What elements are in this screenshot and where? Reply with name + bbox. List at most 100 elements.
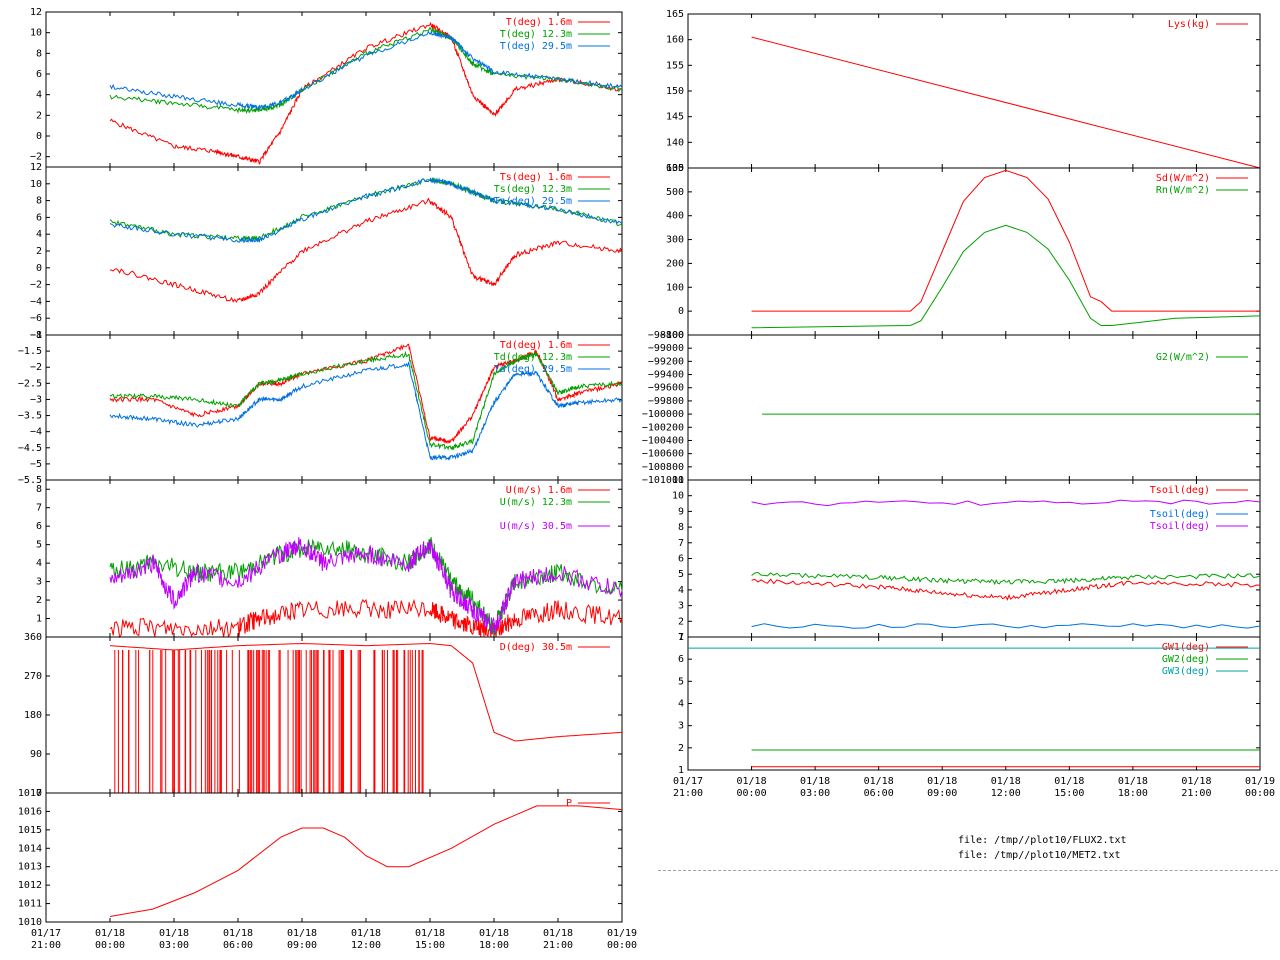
legend-label: U(m/s) 30.5m bbox=[500, 521, 572, 532]
x-tick-time: 15:00 bbox=[1054, 788, 1084, 799]
series-line bbox=[109, 642, 623, 742]
y-tick-label: 150 bbox=[666, 86, 684, 97]
y-tick-label: −99400 bbox=[648, 370, 684, 381]
file-note-flux: file: /tmp//plot10/FLUX2.txt bbox=[958, 835, 1127, 846]
x-tick-time: 12:00 bbox=[351, 940, 381, 951]
y-tick-label: −6 bbox=[30, 313, 42, 324]
x-tick-date: 01/17 bbox=[31, 928, 61, 939]
y-tick-label: 3 bbox=[678, 721, 684, 732]
y-tick-label: −2 bbox=[30, 152, 42, 163]
legend-label: T(deg) 12.3m bbox=[500, 29, 572, 40]
x-tick-time: 15:00 bbox=[415, 940, 445, 951]
y-tick-label: −1.5 bbox=[18, 346, 42, 357]
y-tick-label: 0 bbox=[36, 131, 42, 142]
y-tick-label: 6 bbox=[678, 554, 684, 565]
y-tick-label: 145 bbox=[666, 112, 684, 123]
y-tick-label: 180 bbox=[24, 710, 42, 721]
x-tick-time: 21:00 bbox=[673, 788, 703, 799]
y-tick-label: 0 bbox=[36, 788, 42, 799]
y-tick-label: 4 bbox=[36, 90, 42, 101]
y-tick-label: −5 bbox=[30, 459, 42, 470]
y-tick-label: −1 bbox=[30, 330, 42, 341]
y-tick-label: 3 bbox=[678, 601, 684, 612]
y-tick-label: 5 bbox=[678, 569, 684, 580]
x-tick-date: 01/18 bbox=[159, 928, 189, 939]
y-tick-label: 0 bbox=[678, 306, 684, 317]
series-line bbox=[109, 361, 623, 461]
legend-label: Ts(deg) 12.3m bbox=[494, 184, 572, 195]
y-tick-label: 12 bbox=[30, 162, 42, 173]
legend-label: Sd(W/m^2) bbox=[1156, 173, 1210, 184]
series-line bbox=[751, 224, 1261, 329]
x-tick-date: 01/18 bbox=[479, 928, 509, 939]
series-line bbox=[109, 343, 623, 444]
y-tick-label: −2 bbox=[30, 280, 42, 291]
series-line bbox=[751, 578, 1261, 601]
legend-label: GW2(deg) bbox=[1162, 654, 1210, 665]
y-tick-label: 6 bbox=[36, 69, 42, 80]
y-tick-label: 600 bbox=[666, 163, 684, 174]
y-tick-label: 9 bbox=[678, 506, 684, 517]
y-tick-label: 400 bbox=[666, 211, 684, 222]
y-tick-label: 2 bbox=[36, 595, 42, 606]
series-line bbox=[751, 169, 1260, 312]
series-line bbox=[751, 499, 1261, 507]
y-tick-label: −100000 bbox=[642, 409, 684, 420]
y-tick-label: 1 bbox=[678, 765, 684, 776]
dashed-divider bbox=[658, 870, 1278, 871]
x-tick-date: 01/18 bbox=[223, 928, 253, 939]
x-tick-time: 12:00 bbox=[991, 788, 1021, 799]
y-tick-label: 1017 bbox=[18, 788, 42, 799]
y-tick-label: −100600 bbox=[642, 449, 684, 460]
x-tick-time: 09:00 bbox=[287, 940, 317, 951]
y-tick-label: 7 bbox=[36, 503, 42, 514]
y-tick-label: 5 bbox=[678, 676, 684, 687]
y-tick-label: 140 bbox=[666, 137, 684, 148]
legend-label: U(m/s) 1.6m bbox=[506, 485, 572, 496]
legend-label: G2(W/m^2) bbox=[1156, 352, 1210, 363]
x-tick-time: 18:00 bbox=[479, 940, 509, 951]
y-tick-label: 7 bbox=[678, 632, 684, 643]
y-tick-label: −4 bbox=[30, 296, 42, 307]
y-tick-label: −5.5 bbox=[18, 475, 42, 486]
y-tick-label: −4.5 bbox=[18, 443, 42, 454]
x-tick-time: 03:00 bbox=[159, 940, 189, 951]
y-tick-label: −8 bbox=[30, 330, 42, 341]
x-tick-time: 21:00 bbox=[1181, 788, 1211, 799]
y-tick-label: 10 bbox=[30, 179, 42, 190]
legend-label: T(deg) 29.5m bbox=[500, 41, 572, 52]
y-tick-label: −100 bbox=[660, 330, 684, 341]
panel-frame bbox=[45, 636, 623, 794]
legend-label: Tsoil(deg) bbox=[1150, 521, 1210, 532]
legend-label: D(deg) 30.5m bbox=[500, 642, 572, 653]
series-line bbox=[751, 571, 1261, 586]
x-tick-date: 01/18 bbox=[415, 928, 445, 939]
x-tick-time: 03:00 bbox=[800, 788, 830, 799]
y-tick-label: −99000 bbox=[648, 343, 684, 354]
panel-frame bbox=[687, 13, 1261, 169]
y-tick-label: 10 bbox=[30, 28, 42, 39]
y-tick-label: −3.5 bbox=[18, 411, 42, 422]
y-tick-label: 8 bbox=[678, 522, 684, 533]
y-tick-label: 2 bbox=[678, 616, 684, 627]
y-tick-label: 8 bbox=[36, 196, 42, 207]
panel-6: 165 160 155 150 145 140 135 Lys(kg) bbox=[666, 9, 1261, 174]
y-tick-label: 1015 bbox=[18, 825, 42, 836]
x-tick-date: 01/18 bbox=[991, 776, 1021, 787]
y-tick-label: −2.5 bbox=[18, 378, 42, 389]
x-tick-time: 21:00 bbox=[543, 940, 573, 951]
legend-label: Td(deg) 12.3m bbox=[494, 352, 572, 363]
legend-label: GW3(deg) bbox=[1162, 666, 1210, 677]
y-tick-label: 90 bbox=[30, 749, 42, 760]
legend-label: T(deg) 1.6m bbox=[506, 17, 572, 28]
y-tick-label: 4 bbox=[36, 229, 42, 240]
series-line bbox=[109, 177, 623, 244]
legend-label: U(m/s) 12.3m bbox=[500, 497, 572, 508]
y-tick-label: −100800 bbox=[642, 462, 684, 473]
x-tick-date: 01/18 bbox=[800, 776, 830, 787]
x-tick-time: 06:00 bbox=[864, 788, 894, 799]
x-tick-date: 01/18 bbox=[351, 928, 381, 939]
y-tick-label: −99200 bbox=[648, 356, 684, 367]
